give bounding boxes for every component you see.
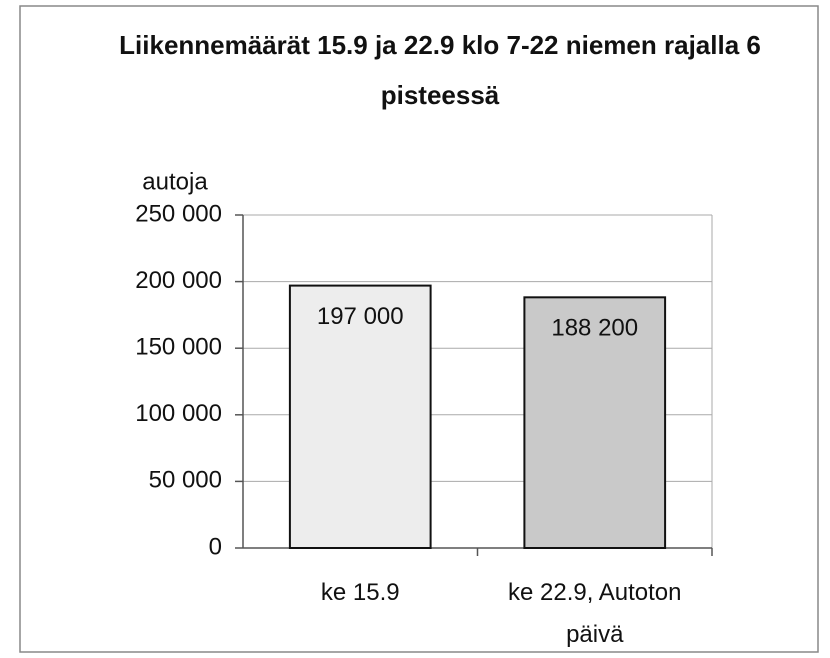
y-tick-label: 150 000 [135,334,222,361]
chart-title: Liikennemäärät 15.9 ja 22.9 klo 7-22 nie… [119,30,761,110]
y-tick-label: 50 000 [149,467,222,494]
y-tick-label: 0 [209,533,222,560]
bar [523,296,667,549]
x-tick-label: ke 22.9, Autoton päivä [508,579,682,648]
data-label: 197 000 [317,303,404,330]
y-axis-label: autoja [142,168,208,195]
x-tick-label: ke 15.9 [320,579,400,606]
y-tick-label: 250 000 [135,200,222,227]
y-tick-label: 100 000 [135,400,222,427]
chart-frame [19,5,819,653]
data-label: 188 200 [551,315,638,342]
y-tick-label: 200 000 [135,267,222,294]
bar [288,284,432,549]
